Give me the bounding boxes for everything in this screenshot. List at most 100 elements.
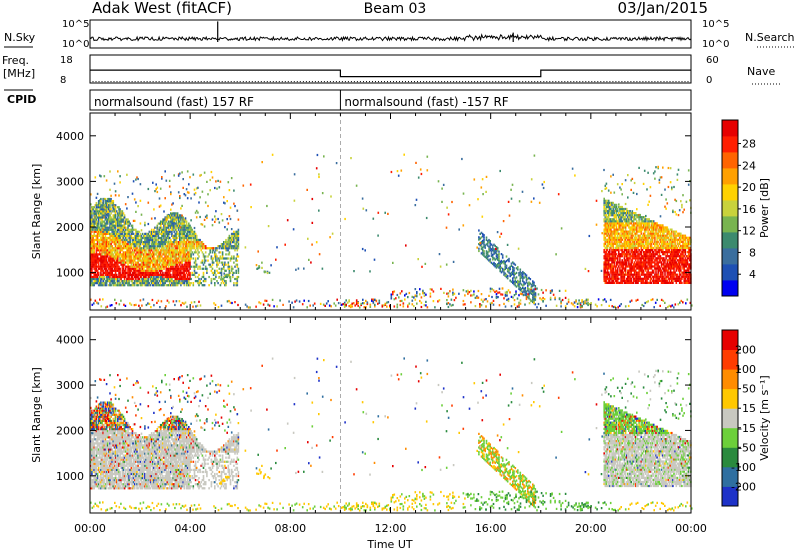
power-cell xyxy=(113,273,116,276)
velocity-cell xyxy=(179,481,181,484)
velocity-cell xyxy=(106,446,109,449)
power-cell xyxy=(170,273,172,276)
power-cell xyxy=(95,234,98,237)
power-cell xyxy=(117,170,119,173)
power-cell xyxy=(90,228,92,231)
velocity-cell xyxy=(113,472,116,476)
power-cell xyxy=(170,212,172,215)
power-cell xyxy=(140,282,143,285)
power-cell xyxy=(132,284,135,287)
velocity-cell xyxy=(109,417,111,420)
power-cell xyxy=(174,212,177,215)
velocity-cell xyxy=(120,415,122,418)
velocity-cell xyxy=(147,452,150,455)
power-cell xyxy=(109,267,111,270)
power-cell xyxy=(167,214,170,218)
power-cell xyxy=(174,275,177,279)
power-cell xyxy=(95,251,98,254)
velocity-cell xyxy=(152,460,154,463)
velocity-cell xyxy=(102,485,104,488)
velocity-cell xyxy=(154,483,156,486)
velocity-cell xyxy=(103,411,106,414)
power-cell xyxy=(139,271,142,274)
power-cell xyxy=(93,257,95,260)
power-cell xyxy=(101,238,103,242)
power-cell xyxy=(154,259,156,262)
power-cell xyxy=(180,251,182,254)
power-cell xyxy=(91,261,93,264)
power-cell xyxy=(145,277,147,281)
power-cell xyxy=(167,224,170,227)
power-cell xyxy=(173,249,175,252)
velocity-cell xyxy=(121,470,124,474)
power-cell xyxy=(124,271,127,274)
power-cell xyxy=(111,265,113,268)
velocity-cell xyxy=(141,468,144,471)
power-cell xyxy=(120,277,122,281)
velocity-cell xyxy=(135,436,137,439)
velocity-cell xyxy=(145,456,147,459)
velocity-cell xyxy=(170,483,172,486)
power-cell xyxy=(158,269,161,272)
velocity-cell xyxy=(130,440,133,443)
velocity-cell xyxy=(136,436,138,439)
power-cell xyxy=(143,271,145,274)
power-cell xyxy=(179,218,181,221)
velocity-cell xyxy=(144,425,146,428)
power-cell xyxy=(173,275,175,279)
velocity-cell xyxy=(112,462,115,465)
power-cell xyxy=(153,271,155,274)
velocity-cell xyxy=(93,481,95,484)
power-cell xyxy=(129,241,131,244)
velocity-cell xyxy=(135,479,137,482)
velocity-cell xyxy=(165,430,168,433)
velocity-cell xyxy=(176,430,179,433)
velocity-cell xyxy=(90,470,92,474)
velocity-cell xyxy=(120,423,122,427)
velocity-cell xyxy=(128,438,130,441)
power-cell xyxy=(156,265,159,268)
power-cell xyxy=(174,255,177,258)
power-cell xyxy=(149,267,152,270)
power-cell xyxy=(170,243,172,246)
velocity-cell xyxy=(95,421,98,425)
power-cell xyxy=(105,249,108,252)
power-cell xyxy=(106,200,109,203)
velocity-cell xyxy=(148,475,151,478)
power-cell xyxy=(156,251,159,254)
power-cell xyxy=(121,267,124,270)
velocity-cell xyxy=(104,464,107,467)
power-cell xyxy=(99,282,101,285)
velocity-cell xyxy=(100,421,102,425)
power-cell xyxy=(90,255,92,258)
velocity-cell xyxy=(148,470,151,474)
velocity-cell xyxy=(100,472,102,476)
velocity-cell xyxy=(105,485,108,488)
velocity-cell xyxy=(109,462,111,465)
velocity-cell xyxy=(102,454,104,457)
velocity-cell xyxy=(114,485,117,488)
power-cell xyxy=(111,228,113,231)
power-cell xyxy=(90,257,92,260)
velocity-cell xyxy=(137,464,139,467)
power-cell xyxy=(157,241,160,244)
velocity-cell xyxy=(139,462,142,465)
power-cell xyxy=(90,275,92,279)
power-cell xyxy=(114,273,117,276)
power-cell xyxy=(139,267,142,270)
power-cell xyxy=(99,218,101,221)
power-cell xyxy=(122,263,125,266)
power-cell xyxy=(159,259,162,262)
power-cell xyxy=(138,238,141,242)
power-cell xyxy=(155,243,157,246)
velocity-cell xyxy=(162,432,164,435)
velocity-cell xyxy=(123,483,126,486)
power-cell xyxy=(175,255,178,258)
velocity-cell xyxy=(91,423,93,427)
velocity-cell xyxy=(90,426,92,429)
velocity-cell xyxy=(174,415,177,418)
velocity-cell xyxy=(172,446,174,449)
power-cell xyxy=(170,214,172,217)
velocity-cell xyxy=(102,466,104,469)
power-cell xyxy=(101,275,103,279)
